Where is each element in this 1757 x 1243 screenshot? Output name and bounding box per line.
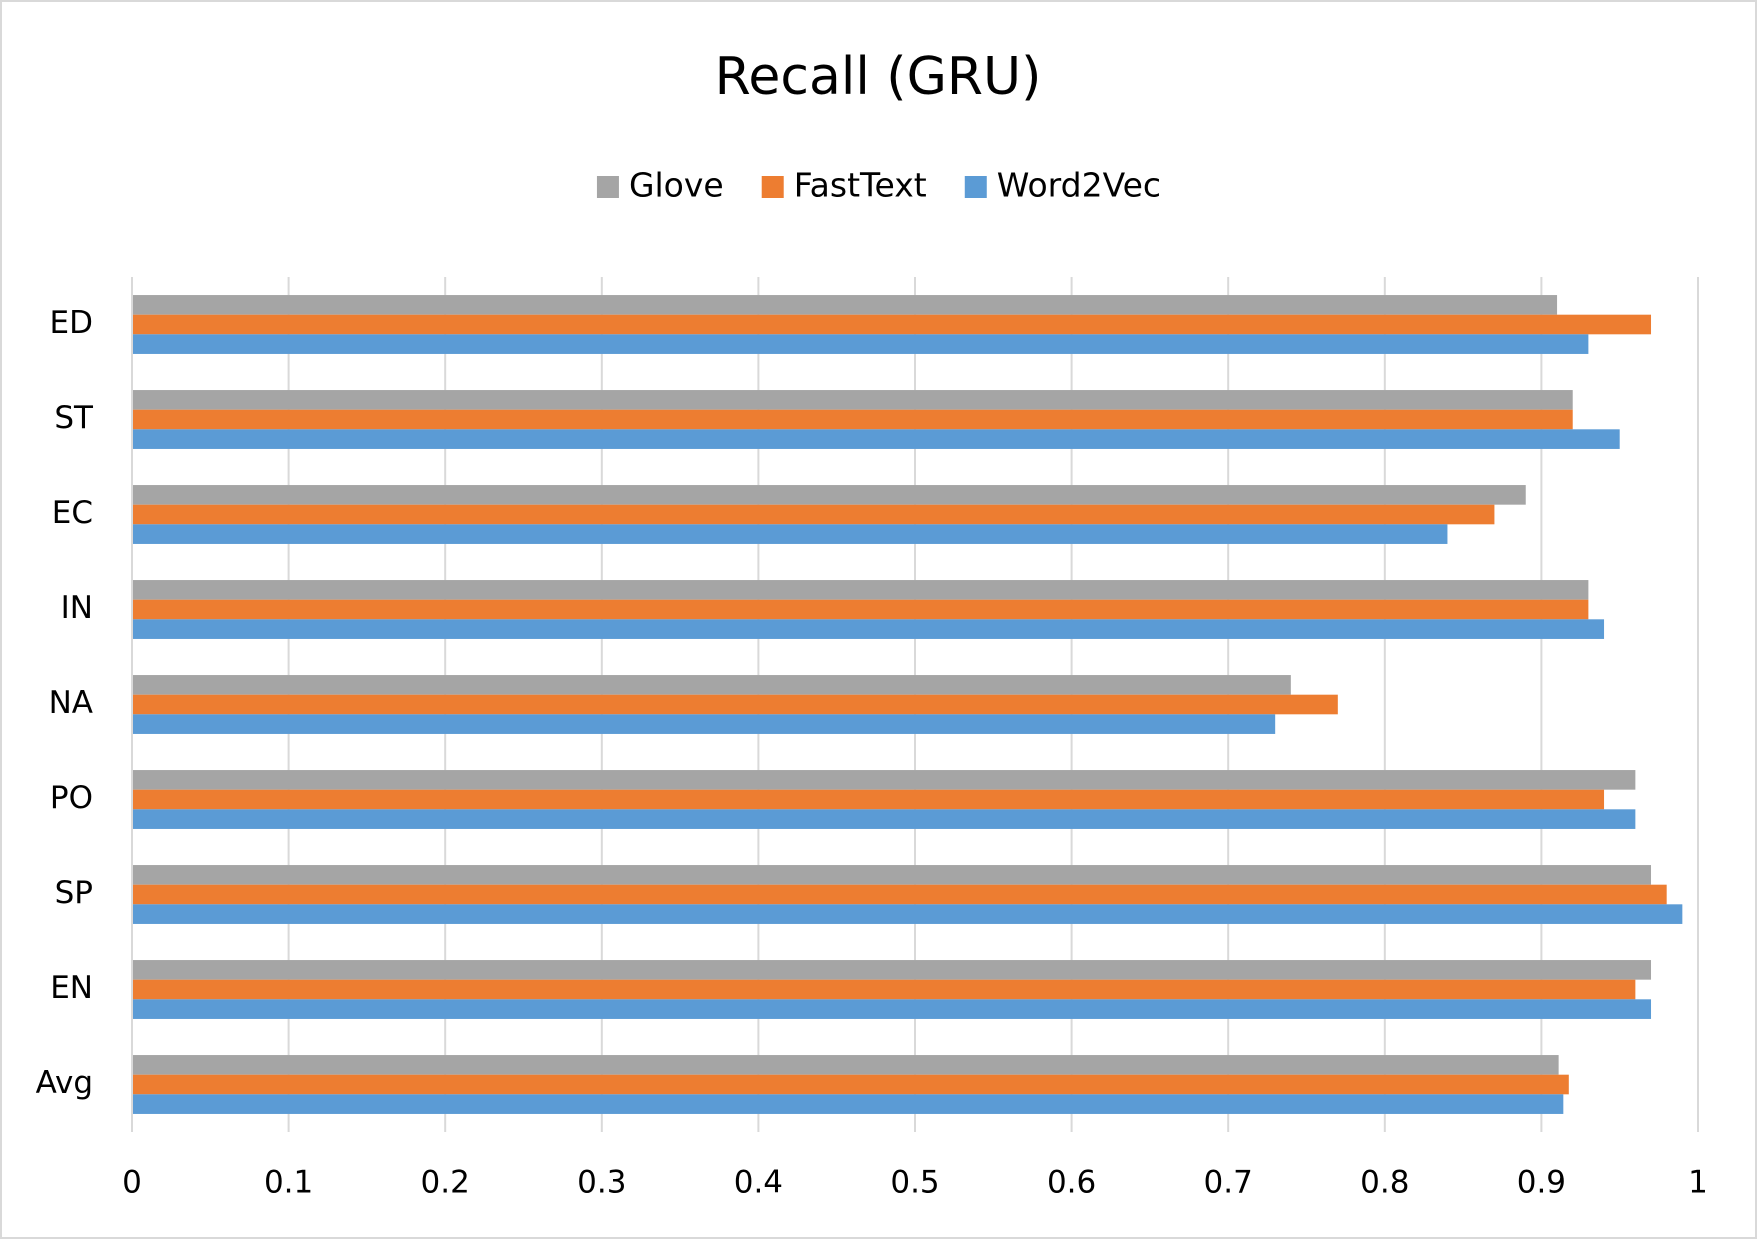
y-tick-label: IN [61, 590, 93, 626]
y-tick-label: ED [50, 305, 93, 341]
legend-label: FastText [794, 166, 927, 205]
y-tick-label: NA [49, 685, 93, 721]
x-tick-label: 0.6 [1047, 1165, 1096, 1201]
bar [132, 1074, 1569, 1095]
legend-label: Word2Vec [997, 166, 1161, 205]
bar [132, 904, 1683, 924]
x-tick-label: 0.8 [1360, 1165, 1409, 1201]
bar [132, 1094, 1564, 1114]
bar [132, 809, 1636, 829]
x-tick-label: 0.7 [1204, 1165, 1253, 1201]
x-tick-label: 0.3 [577, 1165, 626, 1201]
bar [132, 619, 1605, 639]
bar [132, 960, 1652, 980]
y-tick-label: EC [52, 495, 93, 531]
bar [132, 429, 1620, 449]
bar [132, 409, 1573, 430]
bar [132, 694, 1338, 715]
x-tick-label: 0.9 [1517, 1165, 1566, 1201]
legend: Glove FastText Word2Vec [596, 166, 1161, 205]
bar [132, 1055, 1559, 1075]
bar [132, 334, 1589, 354]
bar [132, 999, 1652, 1019]
x-tick-label: 0 [122, 1165, 142, 1201]
bar [132, 789, 1605, 810]
bar [132, 599, 1589, 620]
y-tick-label: SP [55, 875, 93, 911]
y-tick-label: PO [50, 780, 93, 816]
bar [132, 524, 1448, 544]
chart-title: Recall (GRU) [715, 47, 1042, 107]
x-tick-label: 0.1 [264, 1165, 313, 1201]
y-tick-label: EN [50, 970, 93, 1006]
x-tick-label: 0.2 [421, 1165, 470, 1201]
bar [132, 865, 1652, 885]
bar [132, 295, 1558, 315]
bar [132, 884, 1667, 905]
legend-swatch [761, 176, 784, 198]
bar [132, 979, 1636, 1000]
y-tick-label: ST [54, 400, 94, 436]
legend-swatch [596, 176, 619, 198]
bar [132, 485, 1526, 505]
legend-swatch [964, 176, 987, 198]
bar [132, 390, 1573, 410]
bar [132, 314, 1652, 335]
bar [132, 770, 1636, 790]
bar [132, 675, 1291, 695]
bar [132, 580, 1589, 600]
legend-label: Glove [629, 166, 724, 205]
y-tick-label: Avg [36, 1065, 93, 1101]
bar [132, 504, 1495, 525]
x-tick-label: 0.4 [734, 1165, 783, 1201]
x-tick-label: 0.5 [890, 1165, 939, 1201]
bar [132, 714, 1276, 734]
x-tick-label: 1 [1688, 1165, 1708, 1201]
